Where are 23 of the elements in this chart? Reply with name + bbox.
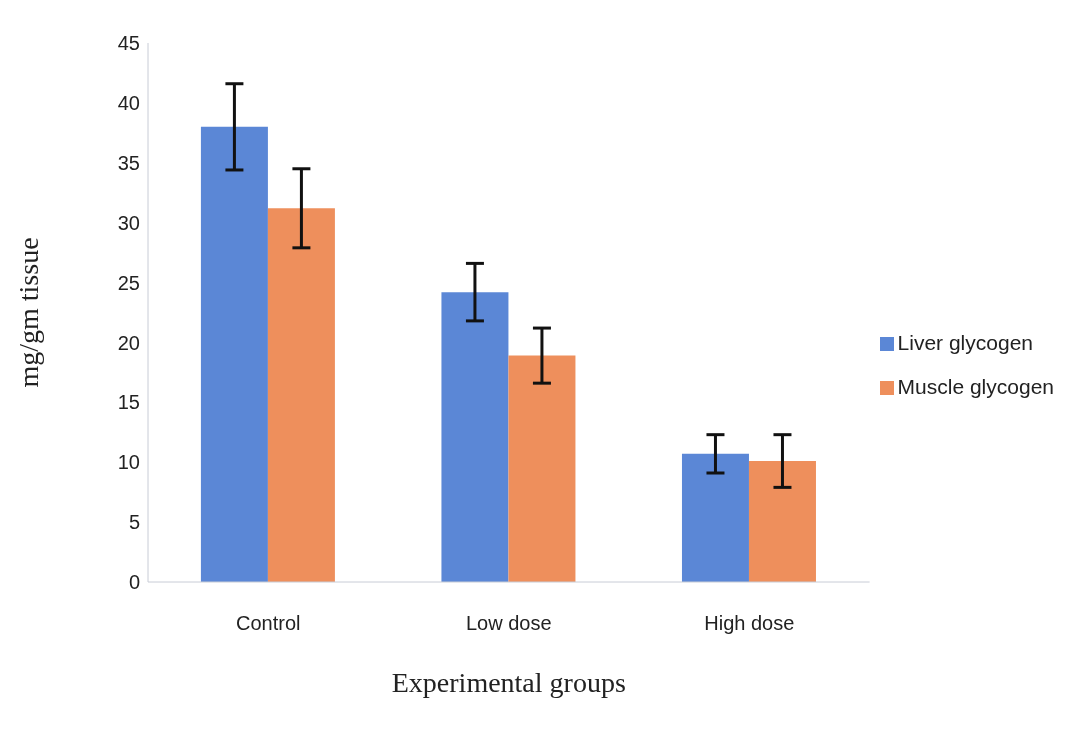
y-tick-label: 45 xyxy=(117,32,140,55)
bar xyxy=(267,208,335,582)
y-tick-label: 35 xyxy=(117,151,140,174)
x-tick-label: Control xyxy=(236,612,301,635)
y-tick-label: 15 xyxy=(117,391,140,414)
x-tick-label: Low dose xyxy=(465,612,552,635)
y-tick-label: 20 xyxy=(117,331,140,354)
y-tick-label: 5 xyxy=(128,511,140,534)
y-tick-label: 40 xyxy=(117,91,140,114)
legend-label: Liver glycogen xyxy=(897,331,1033,354)
legend-label: Muscle glycogen xyxy=(897,375,1054,398)
y-tick-label: 30 xyxy=(117,211,140,234)
bar xyxy=(508,355,576,582)
y-tick-label: 0 xyxy=(128,571,140,594)
y-tick-label: 10 xyxy=(117,451,140,474)
y-axis-title: mg/gm tissue xyxy=(12,237,44,388)
bar xyxy=(681,453,749,582)
bar xyxy=(200,126,268,582)
bar xyxy=(748,461,816,582)
x-tick-label: High dose xyxy=(704,612,795,635)
x-axis-title: Experimental groups xyxy=(391,667,626,698)
bar xyxy=(441,292,509,582)
y-tick-label: 25 xyxy=(117,271,140,294)
